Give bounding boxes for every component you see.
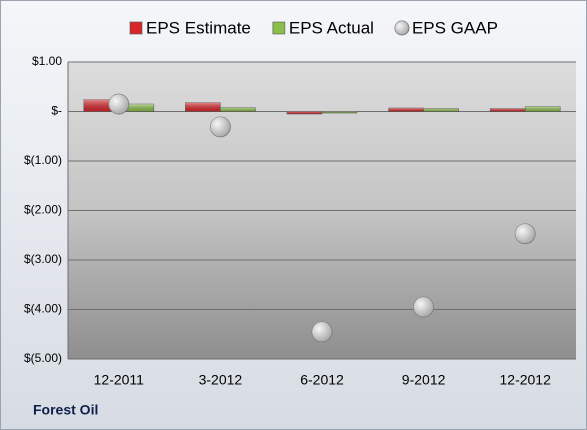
x-tick-label: 12-2011 [94,372,145,388]
bar-shine [220,107,256,112]
point-shine [108,94,129,115]
bar-shine [490,108,526,112]
y-tick-label: $(3.00) [24,252,62,266]
legend-marker [129,21,143,35]
legend-label: EPS Estimate [146,18,251,37]
y-tick-label: $- [51,104,62,118]
point-shine [413,297,434,318]
x-tick-label: 3-2012 [199,372,243,388]
bar-shine [388,108,424,112]
x-tick-label: 12-2012 [500,372,552,388]
bar-shine [525,106,561,112]
company-label: Forest Oil [33,402,98,418]
y-tick-label: $1.00 [32,54,62,68]
point-shine [312,321,332,342]
bar-shine [118,104,154,112]
legend-label: EPS Actual [289,18,374,37]
y-tick-label: $(5.00) [24,351,62,365]
legend-marker [272,21,286,35]
y-tick-label: $(2.00) [24,203,62,217]
legend-marker-shine [394,21,409,35]
bar-shine [83,99,119,112]
y-tick-label: $(4.00) [24,302,62,316]
point-shine [210,116,231,137]
bar-shine [423,108,459,112]
bar-shine [287,111,322,114]
bar-shine [322,111,357,113]
point-shine [515,223,536,244]
y-tick-label: $(1.00) [24,153,62,167]
x-tick-label: 9-2012 [402,372,446,388]
legend-label: EPS GAAP [412,18,498,37]
bar-shine [185,102,221,112]
x-tick-label: 6-2012 [300,372,344,388]
